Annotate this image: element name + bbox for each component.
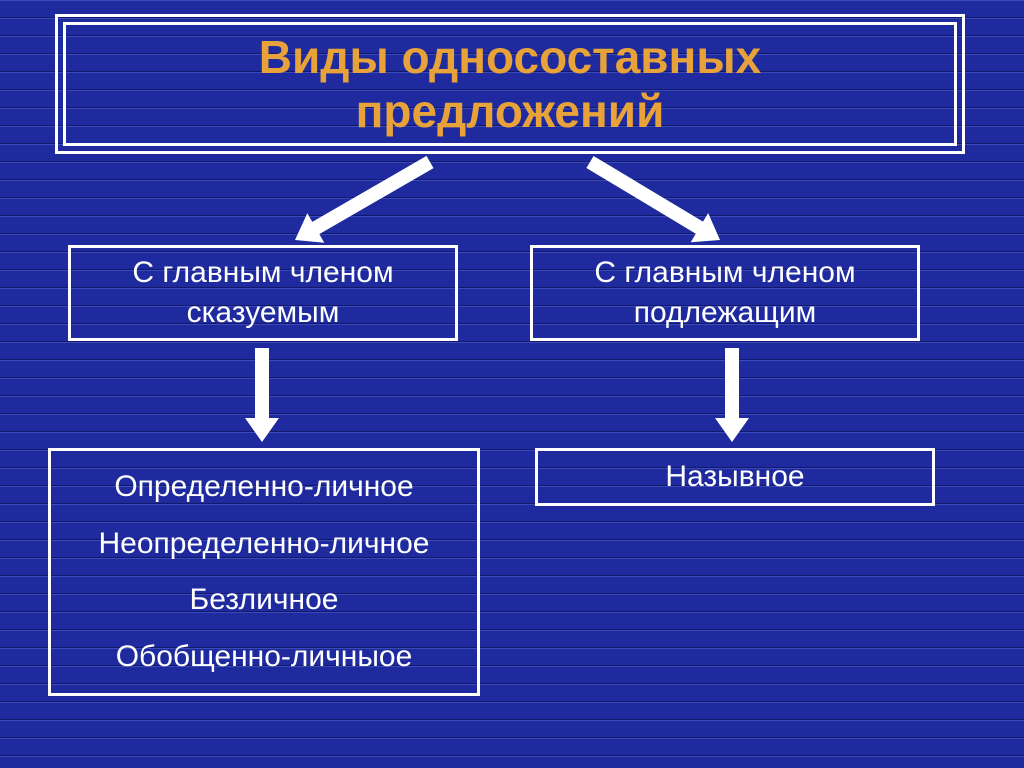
branch-predicate-box: С главным членом сказуемым bbox=[68, 245, 458, 341]
leaf-nominal-box: Назывное bbox=[535, 448, 935, 506]
branch-subject-box: С главным членом подлежащим bbox=[530, 245, 920, 341]
title-inner-border: Виды односоставных предложений bbox=[63, 22, 957, 146]
branch-predicate-line-2: сказуемым bbox=[187, 293, 340, 334]
title-box: Виды односоставных предложений bbox=[55, 14, 965, 154]
title-line-1: Виды односоставных bbox=[259, 30, 761, 84]
leaf-type-1: Определенно-личное bbox=[114, 467, 413, 508]
leaf-type-3: Безличное bbox=[190, 580, 339, 621]
leaf-type-2: Неопределенно-личное bbox=[98, 524, 429, 565]
branch-subject-line-1: С главным членом bbox=[594, 253, 855, 294]
leaf-nominal-label: Назывное bbox=[665, 457, 804, 498]
title-line-2: предложений bbox=[356, 84, 665, 138]
branch-subject-line-2: подлежащим bbox=[634, 293, 816, 334]
leaf-type-4: Обобщенно-личныое bbox=[116, 637, 413, 678]
leaf-predicate-types-box: Определенно-личное Неопределенно-личное … bbox=[48, 448, 480, 696]
branch-predicate-line-1: С главным членом bbox=[132, 253, 393, 294]
